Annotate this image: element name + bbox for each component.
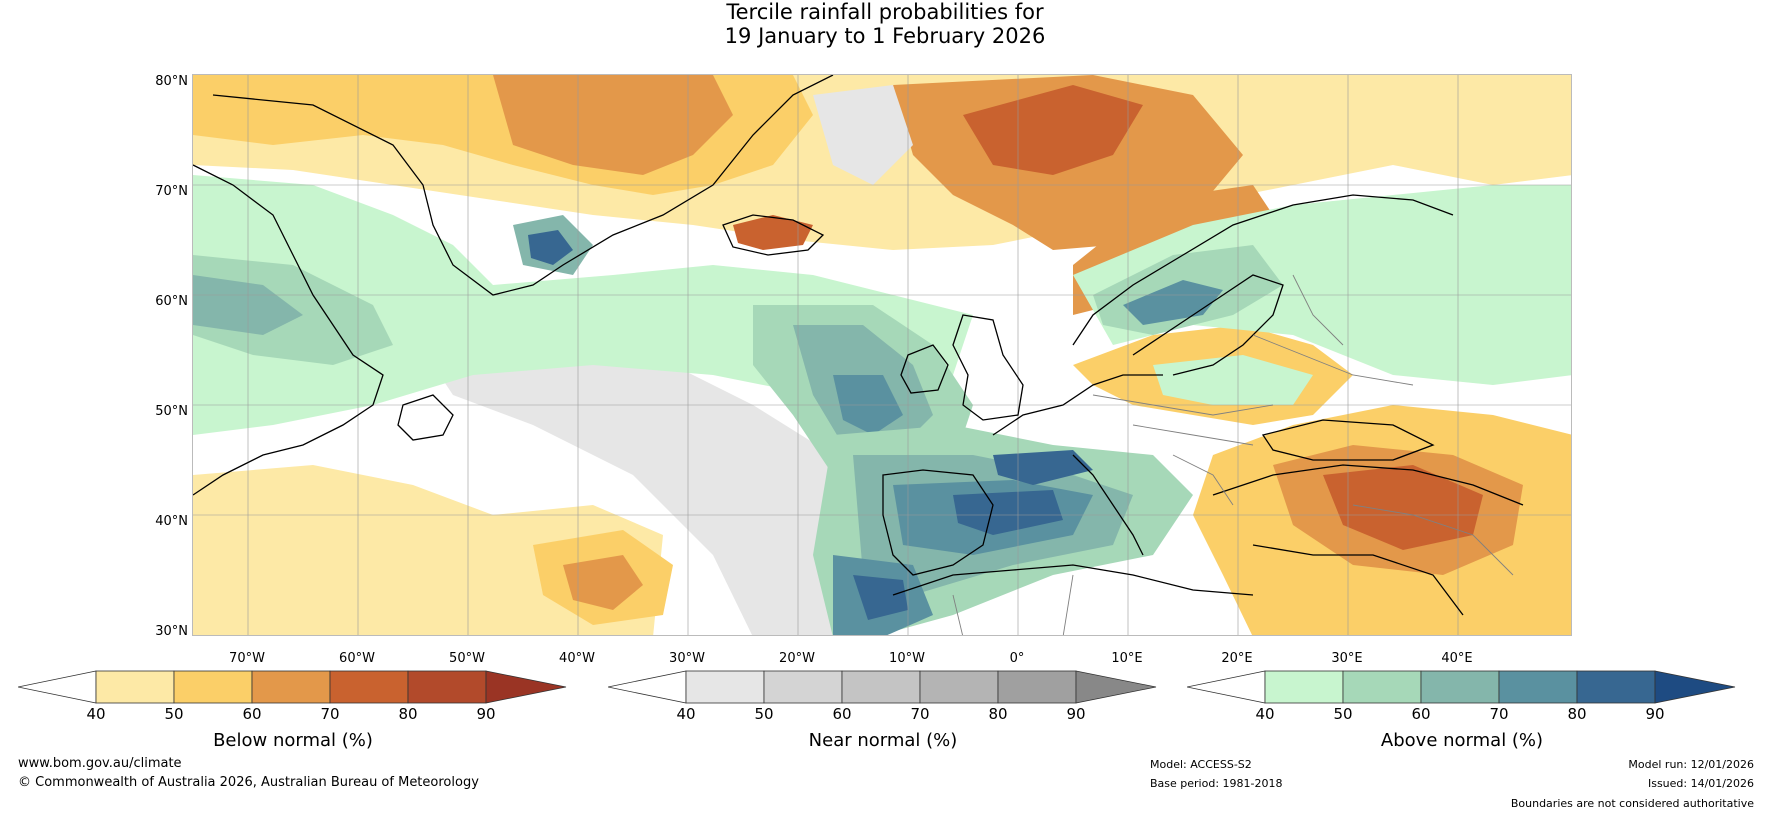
lat-label-60n: 60°N <box>155 294 188 309</box>
lon-label-0: 0° <box>1009 651 1025 666</box>
colorbar-below-tick: 70 <box>320 705 340 723</box>
coast-turkey <box>1212 464 1524 506</box>
colorbar-above-label: Above normal (%) <box>1380 730 1544 751</box>
colorbar-above-tick: 90 <box>1645 705 1665 723</box>
coast-iceland <box>722 214 825 256</box>
colorbar-near-tick: 60 <box>832 705 852 723</box>
coast-north-africa <box>892 564 1254 596</box>
shade-near-arctic <box>813 85 913 185</box>
lon-label-20e: 20°E <box>1221 651 1253 666</box>
footer-model-run: Model run: 12/01/2026 <box>1628 758 1754 771</box>
coast-italy <box>1072 454 1144 556</box>
shade-above-sweden-core <box>1123 280 1223 325</box>
below-normal-shading <box>193 75 1571 635</box>
country-borders <box>952 274 1514 635</box>
colorbar-below-tick: 50 <box>164 705 184 723</box>
lat-label-30n: 30°N <box>155 624 188 639</box>
colorbar-near-tick: 80 <box>988 705 1008 723</box>
shade-below-turkey-core <box>1323 465 1483 550</box>
colorbar-below-label: Below normal (%) <box>213 730 373 751</box>
lon-label-10e: 10°E <box>1111 651 1143 666</box>
lon-label-40w: 40°W <box>559 651 595 666</box>
lon-label-20w: 20°W <box>779 651 815 666</box>
rainfall-probability-map <box>192 74 1572 636</box>
colorbar-near-tick: 40 <box>676 705 696 723</box>
colorbar-near-svg <box>608 670 1157 704</box>
colorbar-above-tick: 40 <box>1255 705 1275 723</box>
title-line-1: Tercile rainfall probabilities for <box>726 0 1044 24</box>
coastlines <box>193 75 1524 616</box>
colorbar-above-tick: 50 <box>1333 705 1353 723</box>
colorbar-below-tick: 80 <box>398 705 418 723</box>
lat-label-70n: 70°N <box>155 184 188 199</box>
coast-newfoundland <box>397 394 454 441</box>
shade-below-azores-core <box>563 555 643 610</box>
footer-base-period: Base period: 1981-2018 <box>1150 777 1283 790</box>
shade-below-svalbard-core <box>963 85 1143 175</box>
footer-model: Model: ACCESS-S2 <box>1150 758 1252 771</box>
shade-near-mid-atlantic <box>413 325 893 635</box>
colorbar-above-tick: 80 <box>1567 705 1587 723</box>
colorbar-below-svg <box>18 670 567 704</box>
coast-east-med <box>1252 544 1464 616</box>
shade-above-east-europe <box>1153 355 1313 405</box>
colorbar-below-tick: 90 <box>476 705 496 723</box>
lat-label-80n: 80°N <box>155 74 188 89</box>
colorbar-near-normal <box>608 668 1158 706</box>
above-normal-shading <box>193 175 1571 635</box>
map-svg <box>193 75 1571 635</box>
shade-above-scandinavia <box>1073 185 1571 385</box>
lon-label-30e: 30°E <box>1331 651 1363 666</box>
coast-norway <box>1072 194 1454 346</box>
shade-below-greenland-orange <box>493 75 733 175</box>
footer-disclaimer: Boundaries are not considered authoritat… <box>1510 797 1754 810</box>
coast-greenland <box>212 75 834 296</box>
lon-label-10w: 10°W <box>889 651 925 666</box>
shade-above-med-deep <box>953 490 1063 535</box>
lon-label-70w: 70°W <box>229 651 265 666</box>
footer-issued: Issued: 14/01/2026 <box>1647 777 1754 790</box>
colorbar-above-svg <box>1187 670 1736 704</box>
lat-label-50n: 50°N <box>155 404 188 419</box>
lon-label-30w: 30°W <box>669 651 705 666</box>
lat-label-40n: 40°N <box>155 514 188 529</box>
shade-below-iceland <box>733 215 813 250</box>
footer-url: www.bom.gov.au/climate <box>18 756 182 771</box>
colorbar-below-tick: 40 <box>86 705 106 723</box>
colorbar-near-label: Near normal (%) <box>808 730 958 751</box>
coast-britain <box>952 314 1024 421</box>
coast-black-sea <box>1261 419 1435 461</box>
coast-ireland <box>900 344 949 394</box>
colorbar-above-tick: 60 <box>1411 705 1431 723</box>
colorbar-below-tick: 60 <box>242 705 262 723</box>
coast-west-europe <box>992 374 1163 436</box>
colorbar-near-tick: 70 <box>910 705 930 723</box>
lon-label-60w: 60°W <box>339 651 375 666</box>
shade-above-greenland-se-core <box>528 230 573 265</box>
colorbar-below-normal <box>18 668 568 706</box>
coast-canada-baffin <box>193 164 384 496</box>
title-line-2: 19 January to 1 February 2026 <box>724 24 1046 48</box>
lon-label-50w: 50°W <box>449 651 485 666</box>
colorbar-above-normal <box>1187 668 1737 706</box>
coast-iberia <box>882 469 994 576</box>
footer-copyright: © Commonwealth of Australia 2026, Austra… <box>18 775 479 790</box>
graticule <box>193 75 1571 635</box>
colorbar-near-tick: 50 <box>754 705 774 723</box>
map-title: Tercile rainfall probabilities for 19 Ja… <box>0 0 1770 48</box>
colorbar-above-tick: 70 <box>1489 705 1509 723</box>
shade-above-north-africa-core <box>853 575 908 620</box>
lon-label-40e: 40°E <box>1441 651 1473 666</box>
colorbar-near-tick: 90 <box>1066 705 1086 723</box>
coast-sweden-baltic <box>1132 274 1284 376</box>
